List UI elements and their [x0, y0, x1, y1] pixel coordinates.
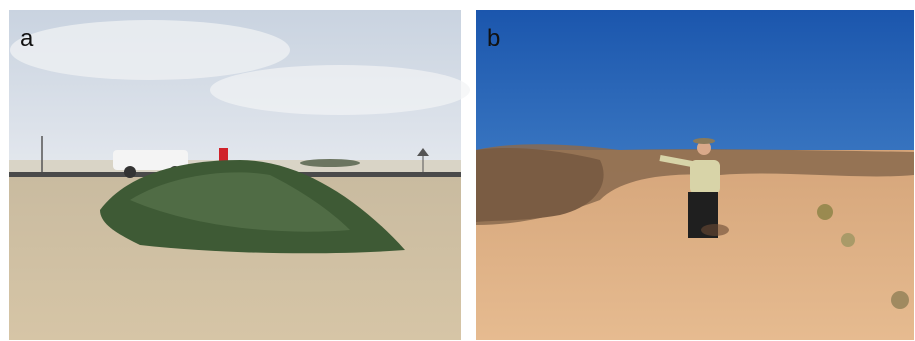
panel-label: b [487, 25, 500, 52]
panel-label: a [20, 25, 34, 52]
figure: a b [0, 0, 915, 341]
photo-b: b [476, 10, 914, 340]
photo-a: a [9, 10, 470, 340]
